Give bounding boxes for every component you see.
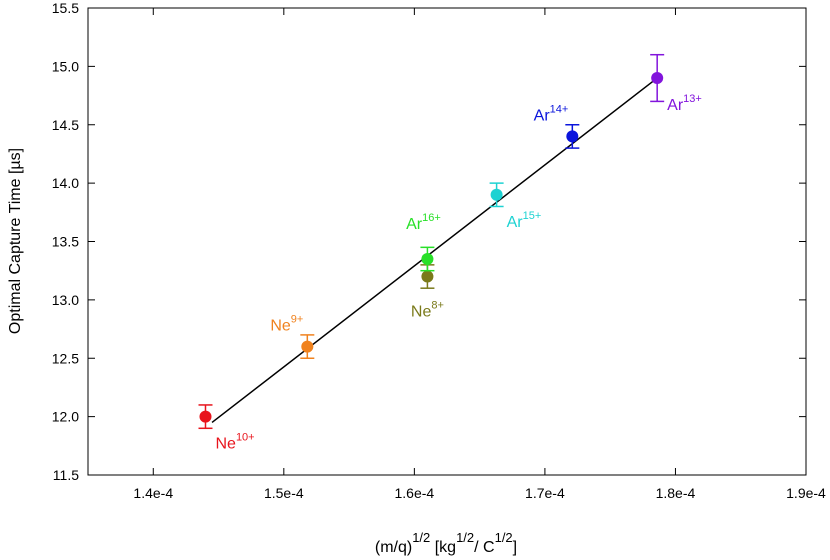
x-axis-title-exp: 1/2 xyxy=(412,530,430,545)
x-axis: 1.4e-4 1.5e-4 1.6e-4 1.7e-4 1.8e-4 1.9e-4 xyxy=(133,8,826,501)
point-label-charge: 10+ xyxy=(236,432,255,444)
point-label: Ne8+ xyxy=(411,300,444,321)
x-axis-title-main: (m/q) xyxy=(375,539,412,556)
x-tick-label: 1.8e-4 xyxy=(656,485,696,501)
y-tick-label: 12.5 xyxy=(52,350,79,366)
x-tick-label: 1.7e-4 xyxy=(525,485,565,501)
point-label-ion: Ar xyxy=(507,214,524,231)
x-axis-title: (m/q)1/2 [kg1/2/ C1/2] xyxy=(375,530,517,556)
data-point xyxy=(490,188,503,201)
y-tick-label: 13.5 xyxy=(52,234,79,250)
point-label-ion: Ar xyxy=(667,97,684,114)
point-label-charge: 16+ xyxy=(422,212,441,224)
x-axis-title-unit-exp1: 1/2 xyxy=(456,530,474,545)
point-label-ion: Ar xyxy=(534,107,551,124)
point-label: Ar15+ xyxy=(507,210,542,231)
y-tick-label: 13.0 xyxy=(52,292,79,308)
data-point xyxy=(566,130,579,143)
data-point xyxy=(421,253,434,266)
data-points: Ne10+Ne9+ Ne8+Ar16+ Ar15+Ar14+ Ar13+ xyxy=(198,53,702,453)
y-tick-label: 15.0 xyxy=(52,58,79,74)
point-label-ion: Ar xyxy=(406,216,423,233)
point-label-ion: Ne xyxy=(270,318,291,335)
x-axis-title-unit-close: ] xyxy=(513,539,517,556)
point-label: Ne10+ xyxy=(215,432,254,453)
point-label: Ar16+ xyxy=(406,212,441,233)
y-tick-label: 12.0 xyxy=(52,409,79,425)
point-label-charge: 8+ xyxy=(431,300,444,312)
y-tick-label: 14.5 xyxy=(52,117,79,133)
x-tick-label: 1.5e-4 xyxy=(264,485,304,501)
fit-line xyxy=(211,77,658,424)
fit-line-group xyxy=(211,77,658,424)
data-point xyxy=(301,340,314,353)
x-axis-title-unit-exp2: 1/2 xyxy=(495,530,513,545)
x-tick-label: 1.6e-4 xyxy=(395,485,435,501)
y-tick-label: 14.0 xyxy=(52,175,79,191)
y-axis-title: Optimal Capture Time [µs] xyxy=(7,148,24,334)
point-label-charge: 13+ xyxy=(683,93,702,105)
point-label: Ne9+ xyxy=(270,314,303,335)
x-axis-title-unit-mid: / C xyxy=(474,539,494,556)
point-label-ion: Ne xyxy=(215,436,236,453)
y-tick-label: 15.5 xyxy=(52,0,79,16)
point-label: Ar14+ xyxy=(534,103,569,124)
x-tick-label: 1.9e-4 xyxy=(786,485,826,501)
y-tick-label: 11.5 xyxy=(53,467,79,483)
data-point xyxy=(421,270,434,283)
point-label-charge: 14+ xyxy=(550,103,569,115)
point-label: Ar13+ xyxy=(667,93,702,114)
data-point xyxy=(199,410,212,423)
x-axis-title-unit-open: [kg xyxy=(430,539,456,556)
point-label-ion: Ne xyxy=(411,304,432,321)
data-point xyxy=(651,72,664,85)
y-axis: 11.5 12.0 12.5 13.0 13.5 14.0 14.5 15.0 15.5 xyxy=(52,0,806,483)
point-label-charge: 15+ xyxy=(523,210,542,222)
x-tick-label: 1.4e-4 xyxy=(133,485,173,501)
point-label-charge: 9+ xyxy=(291,314,304,326)
